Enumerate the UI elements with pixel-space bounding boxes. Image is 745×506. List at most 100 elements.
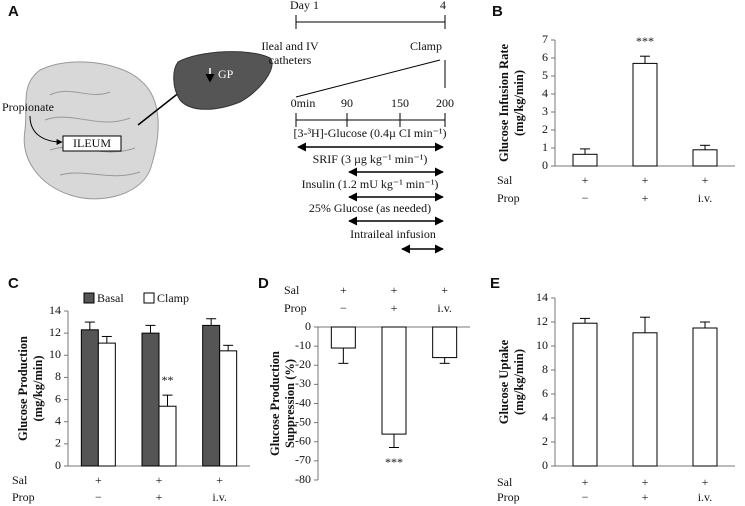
catheters-label: Ileal and IV	[261, 39, 319, 53]
bar	[432, 326, 458, 359]
y-tick-label: 5	[542, 68, 548, 82]
y-tick-label: 1	[542, 140, 548, 154]
y-tick-label: -80	[295, 472, 311, 486]
propionate-label: Propionate	[2, 100, 54, 114]
group-row-value: +	[95, 473, 102, 487]
y-tick-label: -70	[295, 453, 311, 467]
bar	[632, 62, 658, 167]
panel-letter: A	[8, 3, 19, 20]
group-row-value: i.v.	[437, 301, 452, 315]
group-row-label: Prop	[284, 301, 307, 315]
group-row-value: +	[340, 283, 347, 297]
y-axis-label: Glucose Production	[268, 351, 282, 456]
day-label: Day 1	[290, 0, 319, 12]
panel-letter: B	[492, 3, 503, 20]
group-row-label: Sal	[497, 173, 513, 187]
ileum-label: ILEUM	[73, 136, 111, 150]
y-tick-label: 0	[55, 458, 61, 472]
group-row-label: Sal	[12, 473, 28, 487]
clamp-label: Clamp	[410, 39, 442, 53]
y-axis-label: Suppression (%)	[283, 359, 297, 448]
group-row-value: −	[95, 490, 102, 504]
y-tick-label: 12	[536, 314, 548, 328]
time-label: 0min	[291, 96, 316, 110]
intestine	[23, 61, 159, 200]
gp-label: GP	[218, 67, 234, 81]
bar	[80, 329, 99, 467]
time-label: 200	[436, 96, 454, 110]
y-tick-label: 6	[55, 391, 61, 405]
day-label: 4	[440, 0, 446, 12]
y-tick-label: -50	[295, 414, 311, 428]
group-row-value: +	[156, 473, 163, 487]
panel-letter: C	[8, 275, 19, 292]
group-row-label: Prop	[497, 490, 520, 504]
y-tick-label: 8	[542, 362, 548, 376]
y-tick-label: -20	[295, 357, 311, 371]
annotation: **	[162, 373, 174, 387]
infusion-label: SRIF (3 µg kg⁻¹ min⁻¹)	[313, 152, 428, 166]
group-row-value: i.v.	[698, 490, 713, 504]
y-axis-label: (mg/kg/min)	[31, 356, 45, 422]
y-tick-label: 4	[55, 413, 61, 427]
group-row-value: +	[582, 173, 589, 187]
bar	[219, 350, 238, 467]
group-row-value: −	[582, 490, 589, 504]
bar	[141, 332, 160, 467]
group-row-value: +	[642, 475, 649, 489]
legend-label: Basal	[97, 291, 124, 305]
group-row-value: i.v.	[212, 490, 227, 504]
infusion-label: [3-³H]-Glucose (0.4µ CI min⁻¹)	[293, 126, 446, 140]
y-tick-label: 0	[542, 458, 548, 472]
y-tick-label: -40	[295, 395, 311, 409]
y-tick-label: 10	[536, 338, 548, 352]
group-row-value: +	[642, 191, 649, 205]
bar	[692, 327, 718, 467]
panel-a: A ILEUM Propionate GP Day 1 4 Ileal and …	[2, 0, 454, 254]
catheters-label: catheters	[269, 53, 312, 67]
intestine-folds	[44, 91, 141, 177]
group-row-value: +	[391, 283, 398, 297]
group-row-value: +	[702, 475, 709, 489]
bar	[692, 149, 718, 167]
y-tick-label: 6	[542, 50, 548, 64]
y-tick-label: 14	[49, 303, 61, 317]
ileum-box	[62, 135, 122, 152]
y-tick-label: 3	[542, 104, 548, 118]
group-row-label: Prop	[12, 490, 35, 504]
y-tick-label: 2	[542, 122, 548, 136]
bar	[97, 342, 116, 467]
y-tick-label: 8	[55, 369, 61, 383]
y-tick-label: -10	[295, 338, 311, 352]
time-label: 90	[341, 96, 353, 110]
y-axis-label: (mg/kg/min)	[512, 349, 526, 415]
group-row-value: +	[391, 301, 398, 315]
group-row-label: Sal	[497, 475, 513, 489]
group-row-value: +	[156, 490, 163, 504]
arrow	[29, 115, 63, 145]
liver	[173, 51, 273, 110]
legend-swatch	[83, 292, 95, 304]
infusion-label: Insulin (1.2 mU kg⁻¹ min⁻¹)	[302, 177, 439, 191]
bar	[632, 332, 658, 467]
y-tick-label: 0	[305, 319, 311, 333]
bar	[202, 324, 221, 467]
group-row-value: +	[216, 473, 223, 487]
y-tick-label: 2	[542, 434, 548, 448]
group-row-label: Prop	[497, 191, 520, 205]
bar	[381, 326, 407, 435]
group-row-value: +	[582, 475, 589, 489]
panel-letter: E	[490, 275, 500, 292]
y-axis-label: Glucose Uptake	[497, 339, 511, 424]
y-tick-label: 7	[542, 32, 548, 46]
group-row-value: +	[441, 283, 448, 297]
annotation: ***	[385, 455, 403, 469]
infusion-label: 25% Glucose (as needed)	[309, 201, 431, 215]
group-row-label: Sal	[284, 283, 300, 297]
bar	[572, 153, 598, 167]
group-row-value: i.v.	[698, 191, 713, 205]
y-tick-label: 4	[542, 410, 548, 424]
y-tick-label: 12	[49, 325, 61, 339]
group-row-value: +	[642, 173, 649, 187]
